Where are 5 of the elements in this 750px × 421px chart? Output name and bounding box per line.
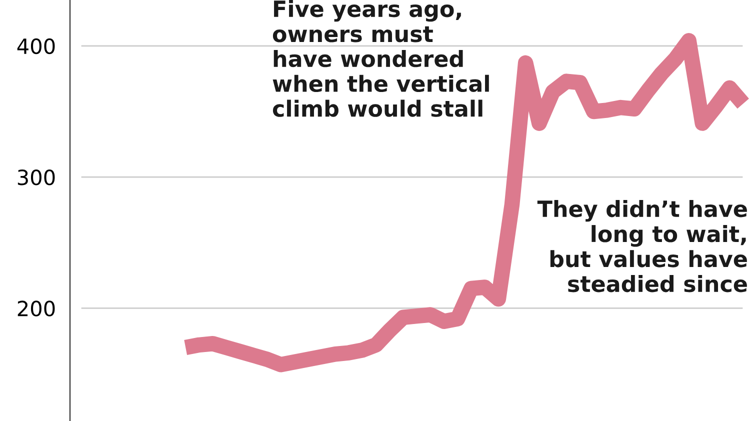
y-tick-label: 300 (18, 170, 55, 186)
annotation: They didn’t have long to wait, but values have steadied since (537, 200, 747, 292)
y-tick-label: 200 (18, 300, 55, 316)
y-tick-label: 400 (17, 38, 55, 54)
annotation: Five years ago, owners must have wondered when the vertical climb would stall (272, 0, 489, 117)
